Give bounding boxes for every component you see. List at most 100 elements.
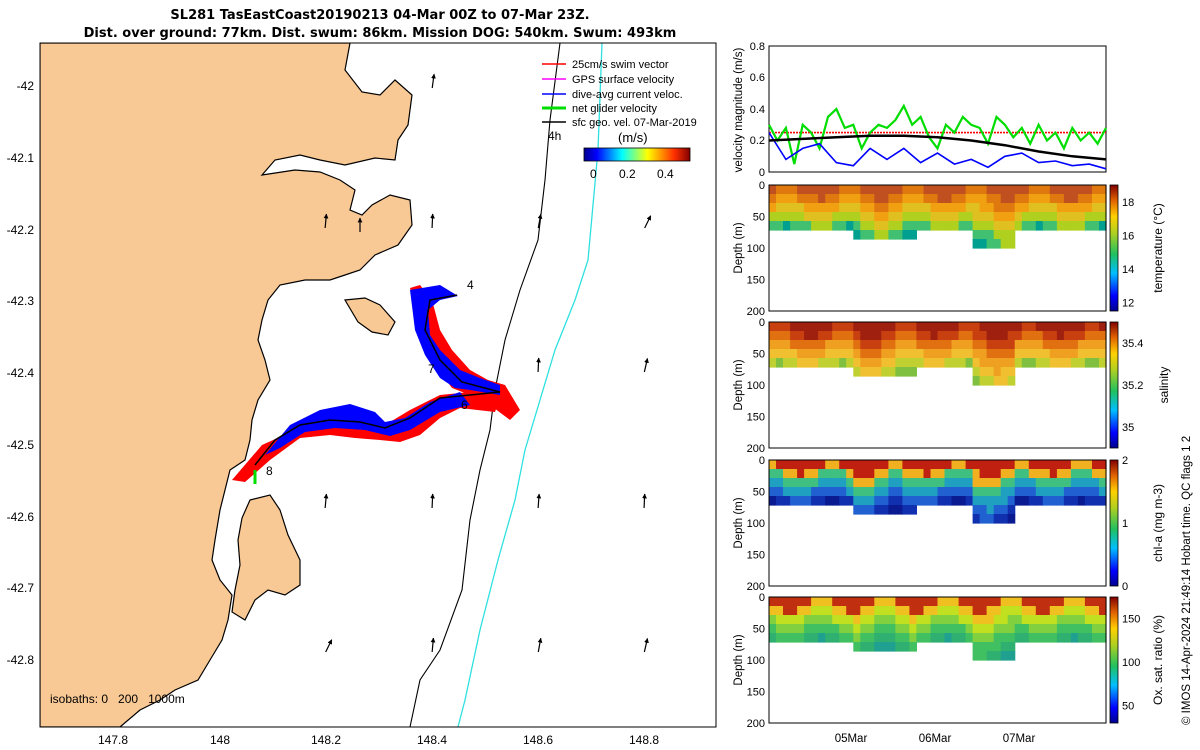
profile-cell	[958, 606, 967, 616]
profile-cell	[965, 203, 974, 213]
profile-cell	[958, 185, 967, 195]
vel-y-tick: 0.8	[750, 41, 765, 53]
profile-cell	[909, 194, 917, 204]
profile-cell	[846, 597, 854, 607]
profile-cell	[1007, 221, 1016, 231]
depth-tick: 100	[747, 655, 765, 667]
profile-cell	[832, 496, 840, 506]
profile-cell	[1084, 478, 1093, 488]
profile-cell	[1035, 478, 1044, 488]
map-panel[interactable]: 4 6 7 8 4h 25cm/s swim vector GPS surfac…	[7, 42, 717, 747]
profile-panel-2[interactable]: 0 50 100 150 200 Depth (m) 35 35.2 35.4 salinity	[733, 317, 1171, 455]
profile-cell	[1007, 478, 1016, 488]
profile-cell	[811, 358, 819, 368]
profile-cell	[860, 349, 868, 359]
profile-cell	[1077, 606, 1086, 616]
profile-cell	[958, 340, 967, 350]
profile-cell	[1063, 624, 1072, 634]
profile-cell	[1099, 606, 1107, 616]
depth-tick: 200	[747, 718, 765, 730]
legend-gps-velocity: GPS surface velocity	[542, 74, 675, 86]
profile-cell	[930, 194, 939, 204]
current-arrow	[430, 213, 435, 229]
profile-cell	[825, 496, 833, 506]
profile-cell	[1063, 469, 1072, 479]
profile-cell	[776, 221, 784, 231]
profile-cell	[930, 331, 939, 341]
profile-cell	[1014, 194, 1023, 204]
profile-cell	[1070, 322, 1079, 332]
current-arrow	[643, 357, 649, 373]
profile-cell	[930, 633, 939, 643]
profile-cell	[979, 376, 988, 386]
profile-cell	[993, 651, 1002, 661]
velocity-panel[interactable]: 0 0.2 0.4 0.6 0.8 velocity magnitude (m/…	[733, 41, 1107, 179]
map-y-tick: -42.8	[7, 653, 35, 667]
profile-cell	[951, 487, 960, 497]
profile-panel-1[interactable]: 0 50 100 150 200 Depth (m) 12 14 16 18 temperature…	[733, 180, 1165, 318]
profile-cell	[923, 340, 932, 350]
profile-cell	[825, 212, 833, 222]
profile-cell	[1000, 230, 1009, 240]
profile-cell	[937, 358, 946, 368]
profile-cell	[972, 230, 981, 240]
profile-cell	[776, 633, 784, 643]
profile-cell	[1099, 185, 1107, 195]
profile-cell	[1007, 615, 1016, 625]
profile-cell	[797, 633, 805, 643]
profile-cell	[1021, 606, 1030, 616]
profile-cell	[1099, 469, 1107, 479]
profile-cell	[825, 469, 833, 479]
profile-cell	[1092, 185, 1100, 195]
profile-cell	[818, 624, 826, 634]
profile-cell	[965, 340, 974, 350]
profile-cell	[937, 185, 946, 195]
profile-cell	[1014, 203, 1023, 213]
profile-cell	[769, 624, 777, 634]
profile-cell	[1042, 633, 1051, 643]
profile-cell	[895, 478, 903, 488]
profile-cell	[1077, 340, 1086, 350]
profile-cell	[776, 322, 784, 332]
profile-cell	[804, 322, 812, 332]
profile-cell	[1049, 322, 1058, 332]
profile-cell	[1007, 331, 1016, 341]
colorbar-tick: 100	[1122, 657, 1140, 669]
profile-cell	[1021, 624, 1030, 634]
profile-cell	[1056, 460, 1065, 470]
profile-cell	[1014, 478, 1023, 488]
profile-cell	[783, 340, 791, 350]
profile-cell	[1014, 358, 1023, 368]
profile-cell	[1014, 221, 1023, 231]
depth-tick: 200	[747, 443, 765, 455]
profile-cell	[993, 514, 1002, 524]
profile-cell	[1000, 514, 1009, 524]
profile-cell	[825, 358, 833, 368]
profile-cell	[972, 460, 981, 470]
profile-cell	[1014, 615, 1023, 625]
glider-track[interactable]	[232, 285, 520, 484]
profile-cell	[972, 221, 981, 231]
profile-panel-4[interactable]: 0 50 100 150 200 Depth (m) 50 100 150 Ox. sat. ra…	[733, 592, 1165, 730]
profile-frame	[768, 184, 1107, 312]
profile-cell	[860, 230, 868, 240]
time-x-tick-06Mar: 06Mar	[919, 733, 952, 745]
profile-cell	[993, 478, 1002, 488]
profile-cell	[790, 221, 798, 231]
profile-cell	[1028, 597, 1037, 607]
profile-cell	[1049, 460, 1058, 470]
profile-cell	[895, 212, 903, 222]
map-y-axis: -42 -42.1 -42.2 -42.3 -42.4 -42.5 -42.6 …	[7, 79, 35, 667]
profile-cell	[790, 624, 798, 634]
profile-panel-3[interactable]: 0 50 100 150 200 Depth (m) 0 1 2 chl-a (mg m-3)	[733, 455, 1165, 593]
profile-cell	[972, 505, 981, 515]
profile-cell	[839, 322, 847, 332]
profile-cell	[797, 597, 805, 607]
profile-cell	[1042, 322, 1051, 332]
profile-cell	[881, 496, 889, 506]
profile-cell	[916, 349, 924, 359]
profile-cell	[1099, 624, 1107, 634]
profile-cell	[895, 331, 903, 341]
profile-cell	[944, 203, 953, 213]
